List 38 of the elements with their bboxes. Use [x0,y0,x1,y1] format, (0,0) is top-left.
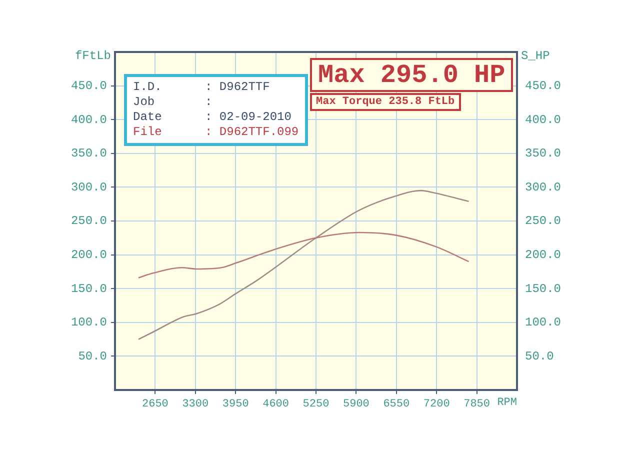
annotation: Job : [133,95,214,110]
y2-tick-label: 200.0 [525,248,562,262]
x-tick-label: 3950 [222,398,249,411]
y2-tick-label: 350.0 [525,146,562,161]
y-tick-label: 350.0 [70,146,107,161]
annotation: Max Torque 235.8 FtLb [310,93,461,111]
x-tick-label: 7850 [464,398,490,411]
y2-tick-label: 50.0 [525,349,554,364]
annotation: I.D. : D962TTF [133,80,271,95]
y2-tick-label: 100.0 [525,316,562,330]
x-tick-label: 5900 [342,398,370,411]
y2-tick-label: 400.0 [525,112,562,127]
x-axis-title: RPM [497,396,517,409]
x-tick-label: 7200 [423,398,450,411]
y-tick-label: 50.0 [78,349,107,364]
x-tick-label: 4600 [262,398,290,411]
x-tick-label: 3300 [182,398,209,411]
x-tick-label: 6550 [383,398,410,411]
line-series [138,232,470,278]
annotation: Date : 02-09-2010 [133,110,292,125]
annotation: Max 295.0 HP [310,58,514,92]
y-tick-label: 150.0 [70,282,107,296]
y-axis-title: fFtLb [74,49,111,64]
y-tick-label: 100.0 [70,316,107,330]
x-tick-label: 5250 [302,398,330,411]
y-tick-label: 200.0 [70,248,107,262]
y-tick-label: 250.0 [70,214,107,228]
x-tick-label: 2650 [142,398,168,411]
line-series [138,190,470,340]
y-tick-label: 300.0 [70,180,107,194]
y2-tick-label: 250.0 [525,214,562,228]
y2-tick-label: 450.0 [525,78,562,93]
y2-tick-label: 300.0 [525,180,562,194]
y2-tick-label: 150.0 [525,282,562,296]
y-tick-label: 450.0 [70,78,107,93]
annotation: File : D962TTF.099 [133,125,299,140]
y-tick-label: 400.0 [70,112,107,127]
y2-axis-title: S_HP [521,49,550,64]
